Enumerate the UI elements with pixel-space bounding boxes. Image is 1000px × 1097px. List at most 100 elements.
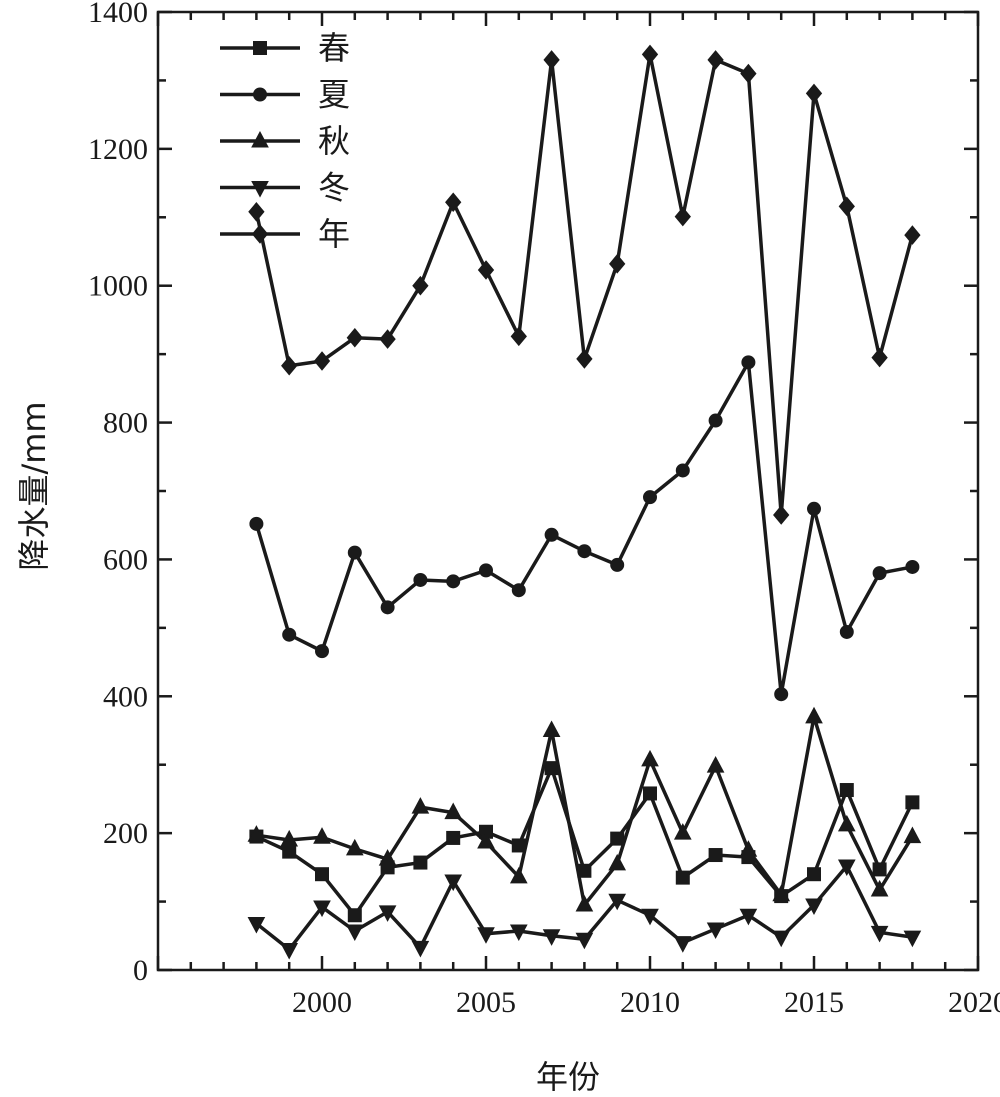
data-point — [673, 936, 692, 953]
y-tick-label: 0 — [133, 954, 148, 987]
data-point — [839, 624, 854, 639]
data-point — [477, 831, 495, 849]
data-point — [837, 859, 856, 877]
data-point — [315, 867, 329, 882]
y-axis-title: 降水量/mm — [15, 401, 53, 570]
data-point — [739, 908, 758, 926]
data-point — [313, 351, 331, 371]
x-tick-label: 2010 — [620, 986, 680, 1019]
y-tick-label: 1000 — [88, 270, 148, 303]
data-point — [510, 326, 527, 347]
series-2 — [249, 355, 920, 702]
data-point — [444, 802, 463, 820]
y-tick-label: 400 — [103, 680, 148, 713]
data-point — [280, 829, 299, 847]
legend-label: 冬 — [318, 169, 350, 207]
legend-label: 年 — [318, 215, 350, 253]
data-point — [249, 516, 264, 531]
y-tick-label: 1200 — [88, 133, 148, 166]
data-point — [445, 192, 462, 213]
data-point — [674, 206, 691, 227]
data-point — [871, 347, 888, 368]
data-point — [347, 545, 362, 560]
data-point — [281, 355, 298, 376]
data-point — [641, 44, 659, 65]
legend-label: 春 — [318, 29, 350, 67]
data-point — [247, 916, 266, 934]
data-point — [643, 786, 657, 801]
data-point — [542, 929, 561, 946]
data-point — [444, 874, 463, 892]
y-tick-label: 1400 — [88, 0, 148, 29]
data-point — [643, 490, 657, 505]
data-point — [807, 867, 821, 882]
legend-label: 夏 — [318, 76, 350, 114]
data-point — [379, 329, 396, 349]
series-1 — [249, 761, 920, 923]
x-tick-label: 2000 — [292, 986, 352, 1019]
series-4 — [247, 859, 922, 960]
data-point — [905, 559, 920, 574]
data-point — [543, 50, 560, 70]
series-line — [254, 52, 915, 517]
legend-marker — [251, 130, 269, 148]
legend-marker — [253, 41, 267, 55]
legend-marker — [251, 181, 269, 198]
x-tick-label: 2015 — [784, 986, 844, 1019]
data-point — [412, 275, 429, 296]
legend-item: 秋 — [220, 122, 350, 160]
data-point — [706, 922, 725, 940]
data-point — [870, 879, 889, 897]
data-point — [411, 797, 430, 814]
data-point — [479, 563, 493, 578]
data-point — [346, 327, 363, 348]
data-point — [347, 908, 362, 923]
legend-item: 春 — [220, 29, 350, 67]
data-point — [772, 930, 791, 948]
legend-item: 冬 — [220, 169, 350, 207]
data-point — [313, 827, 331, 844]
data-point — [542, 720, 561, 737]
data-point — [870, 925, 889, 943]
data-point — [610, 557, 625, 572]
data-point — [675, 870, 690, 885]
data-point — [345, 924, 364, 942]
data-point — [511, 583, 526, 598]
data-point — [608, 853, 627, 871]
legend-label: 秋 — [318, 122, 350, 160]
data-point — [411, 940, 430, 958]
data-point — [247, 825, 266, 842]
data-point — [904, 225, 921, 245]
data-point — [740, 63, 757, 84]
data-point — [837, 814, 856, 832]
data-point — [575, 894, 594, 912]
data-point — [477, 260, 495, 280]
data-point — [805, 706, 823, 724]
y-tick-label: 200 — [103, 817, 148, 850]
data-point — [282, 627, 297, 642]
data-point — [708, 413, 723, 428]
series-group — [247, 44, 922, 960]
data-point — [838, 196, 855, 217]
y-tick-label: 600 — [103, 543, 148, 576]
data-point — [315, 644, 329, 659]
series-5 — [248, 44, 921, 525]
data-point — [509, 924, 528, 942]
data-point — [675, 463, 690, 478]
data-point — [805, 898, 823, 916]
data-point — [839, 783, 854, 798]
data-point — [575, 932, 594, 950]
data-point — [413, 572, 428, 587]
data-point — [576, 349, 593, 369]
legend-marker — [253, 87, 267, 102]
data-point — [772, 884, 791, 902]
data-point — [706, 756, 725, 773]
legend-item: 年 — [220, 215, 350, 253]
data-point — [313, 900, 331, 918]
data-point — [905, 795, 920, 810]
legend-marker — [251, 224, 269, 244]
legend-item: 夏 — [220, 76, 350, 114]
